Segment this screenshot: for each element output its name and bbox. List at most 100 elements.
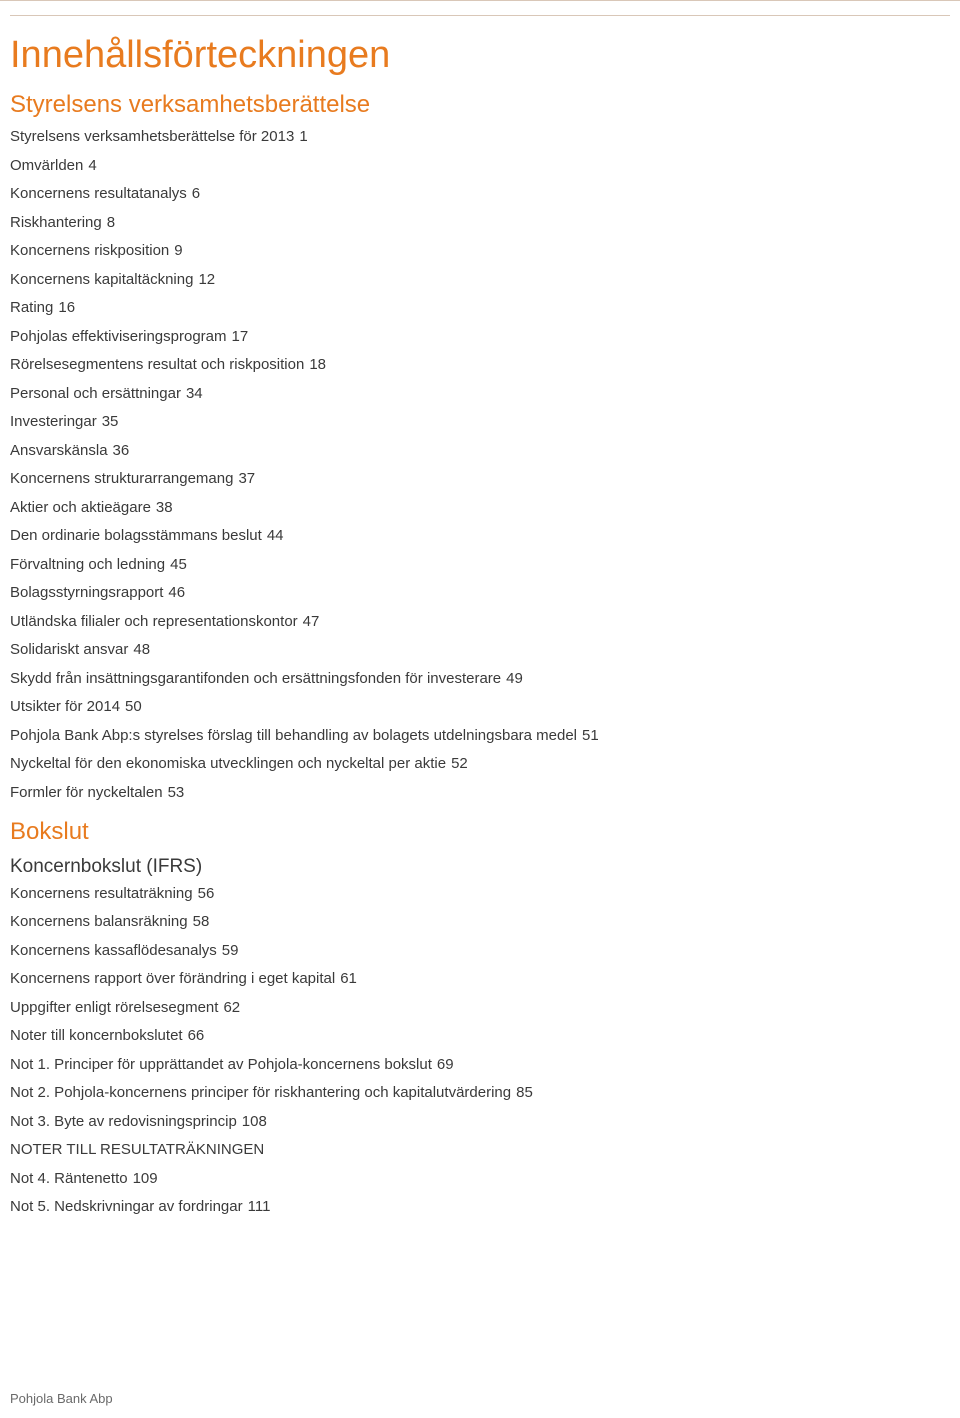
toc-entry: Rörelsesegmentens resultat och riskposit… [10, 357, 950, 372]
toc-label: NOTER TILL RESULTATRÄKNINGEN [10, 1141, 264, 1158]
toc-page: 66 [188, 1027, 205, 1044]
toc-page: 8 [107, 214, 115, 231]
toc-page: 59 [222, 942, 239, 959]
toc-entry: Den ordinarie bolagsstämmans beslut44 [10, 528, 950, 543]
toc-entry: Not 5. Nedskrivningar av fordringar 111 [10, 1199, 950, 1214]
toc-label: Koncernens resultaträkning [10, 885, 193, 902]
toc-entry: Personal och ersättningar 34 [10, 386, 950, 401]
toc-entry: Not 3. Byte av redovisningsprincip 108 [10, 1114, 950, 1129]
toc-page: 85 [516, 1084, 533, 1101]
toc-entry: Nyckeltal för den ekonomiska utvecklinge… [10, 756, 950, 771]
toc-label: Skydd från insättningsgarantifonden och … [10, 670, 501, 687]
toc-label: Utländska filialer och representationsko… [10, 613, 298, 630]
toc-label: Not 5. Nedskrivningar av fordringar [10, 1198, 243, 1215]
page-title: Innehållsförteckningen [10, 34, 950, 77]
toc-entry: Rating 16 [10, 300, 950, 315]
toc-page: 47 [303, 613, 320, 630]
toc-page: 52 [451, 755, 468, 772]
toc-page: 35 [102, 413, 119, 430]
toc-label: Not 2. Pohjola-koncernens principer för … [10, 1084, 511, 1101]
toc-page: 58 [193, 913, 210, 930]
toc-entry: Pohjolas effektiviseringsprogram 17 [10, 329, 950, 344]
toc-page: 17 [232, 328, 249, 345]
toc-page: 111 [248, 1198, 271, 1215]
toc-label: Koncernens balansräkning [10, 913, 188, 930]
toc-label: Styrelsens verksamhetsberättelse för 201… [10, 128, 294, 145]
toc-entry: Ansvarskänsla 36 [10, 443, 950, 458]
toc-entry: Riskhantering 8 [10, 215, 950, 230]
toc-entry: Noter till koncernbokslutet66 [10, 1028, 950, 1043]
toc-label: Not 4. Räntenetto [10, 1170, 128, 1187]
toc-entry: Formler för nyckeltalen 53 [10, 785, 950, 800]
toc-label: Omvärlden [10, 157, 83, 174]
toc-page: 16 [58, 299, 75, 316]
toc-label: Pohjola Bank Abp:s styrelses förslag til… [10, 727, 577, 744]
toc-label: Koncernens riskposition [10, 242, 169, 259]
toc-label: Nyckeltal för den ekonomiska utvecklinge… [10, 755, 446, 772]
subsection-heading-1: Koncernbokslut (IFRS) [10, 856, 950, 878]
toc-entry: Omvärlden 4 [10, 158, 950, 173]
toc-page: 49 [506, 670, 523, 687]
toc-page: 45 [170, 556, 187, 573]
toc-entry: Koncernens kapitaltäckning12 [10, 272, 950, 287]
toc-label: Rörelsesegmentens resultat och riskposit… [10, 356, 304, 373]
toc-entry: Utländska filialer och representationsko… [10, 614, 950, 629]
toc-label: Utsikter för 2014 [10, 698, 120, 715]
toc-entry: Koncernens strukturarrangemang 37 [10, 471, 950, 486]
toc-page: 18 [309, 356, 326, 373]
page-footer: Pohjola Bank Abp [10, 1391, 113, 1406]
toc-entry: Utsikter för 201450 [10, 699, 950, 714]
toc-label: Bolagsstyrningsrapport [10, 584, 163, 601]
toc-page: 46 [168, 584, 185, 601]
toc-label: Koncernens kapitaltäckning [10, 271, 193, 288]
toc-label: Förvaltning och ledning [10, 556, 165, 573]
toc-label: Formler för nyckeltalen [10, 784, 163, 801]
toc-page: 62 [223, 999, 240, 1016]
toc-page: 36 [113, 442, 130, 459]
toc-page: 56 [198, 885, 215, 902]
toc-entry: Aktier och aktieägare38 [10, 500, 950, 515]
toc-entry: Uppgifter enligt rörelsesegment 62 [10, 1000, 950, 1015]
toc-label: Pohjolas effektiviseringsprogram [10, 328, 227, 345]
toc-page: 48 [133, 641, 150, 658]
toc-entry: Koncernens kassaflödesanalys 59 [10, 943, 950, 958]
toc-page: 4 [88, 157, 96, 174]
toc-entry: Koncernens riskposition 9 [10, 243, 950, 258]
toc-page: 109 [133, 1170, 158, 1187]
toc-label: Aktier och aktieägare [10, 499, 151, 516]
toc-page: 108 [242, 1113, 267, 1130]
toc-page: 34 [186, 385, 203, 402]
toc-entry: Not 2. Pohjola-koncernens principer för … [10, 1085, 950, 1100]
toc-page: 37 [238, 470, 255, 487]
toc-page: 61 [340, 970, 357, 987]
toc-label: Rating [10, 299, 53, 316]
toc-page: 9 [174, 242, 182, 259]
toc-entry: Koncernens resultaträkning 56 [10, 886, 950, 901]
toc-entry: Koncernens balansräkning 58 [10, 914, 950, 929]
toc-entry: NOTER TILL RESULTATRÄKNINGEN [10, 1142, 950, 1157]
toc-label: Solidariskt ansvar [10, 641, 128, 658]
toc-entry: Koncernens rapport över förändring i ege… [10, 971, 950, 986]
toc-label: Den ordinarie bolagsstämmans beslut [10, 527, 262, 544]
toc-page: 51 [582, 727, 599, 744]
toc-entry: Not 4. Räntenetto 109 [10, 1171, 950, 1186]
toc-page: 53 [168, 784, 185, 801]
toc-label: Koncernens strukturarrangemang [10, 470, 233, 487]
toc-entry: Koncernens resultatanalys6 [10, 186, 950, 201]
toc-label: Not 1. Principer för upprättandet av Poh… [10, 1056, 432, 1073]
toc-entry: Investeringar35 [10, 414, 950, 429]
toc-label: Koncernens kassaflödesanalys [10, 942, 217, 959]
toc-label: Riskhantering [10, 214, 102, 231]
toc-label: Ansvarskänsla [10, 442, 108, 459]
toc-label: Personal och ersättningar [10, 385, 181, 402]
toc-entry: Styrelsens verksamhetsberättelse för 201… [10, 129, 950, 144]
top-rule [10, 15, 950, 16]
toc-label: Uppgifter enligt rörelsesegment [10, 999, 218, 1016]
toc-label: Koncernens rapport över förändring i ege… [10, 970, 335, 987]
toc-label: Not 3. Byte av redovisningsprincip [10, 1113, 237, 1130]
toc-page: 6 [192, 185, 200, 202]
document-page: Innehållsförteckningen Styrelsens verksa… [0, 0, 960, 1418]
toc-entry: Solidariskt ansvar 48 [10, 642, 950, 657]
section-heading-0: Styrelsens verksamhetsberättelse [10, 91, 950, 119]
toc-entry: Pohjola Bank Abp:s styrelses förslag til… [10, 728, 950, 743]
